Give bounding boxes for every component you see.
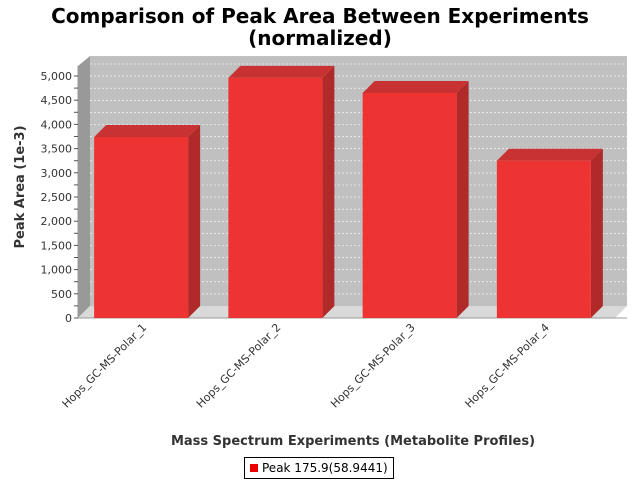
bar-front (228, 77, 323, 318)
bar-top (228, 65, 335, 78)
plot-left-wall (78, 56, 90, 318)
y-tick-label: 5,000 (41, 70, 73, 83)
bar-top (94, 124, 201, 137)
x-axis: Hops_GC-MS-Polar_1 Hops_GC-MS-Polar_2 Hops… (60, 321, 552, 411)
y-tick-label: 3,000 (41, 167, 73, 180)
chart-subtitle: (normalized) (248, 26, 392, 50)
bar (496, 148, 603, 318)
legend-label: Peak 175.9(58.9441) (262, 461, 388, 475)
x-axis-label: Mass Spectrum Experiments (Metabolite Pr… (171, 434, 535, 449)
bar-side (456, 80, 469, 318)
bar-front (496, 160, 591, 318)
plot-floor (78, 306, 627, 318)
y-tick-label: 0 (65, 312, 72, 325)
y-axis: 0 500 1,000 1,500 2,000 2,500 3,000 3,500 4,000 4… (41, 70, 78, 325)
bar (362, 80, 469, 318)
x-tick-label: Hops_GC-MS-Polar_2 (194, 321, 284, 411)
legend-swatch (250, 463, 258, 472)
y-tick-label: 4,500 (41, 94, 73, 107)
y-tick-label: 3,500 (41, 143, 73, 156)
x-tick-label: Hops_GC-MS-Polar_1 (60, 321, 150, 411)
x-tick-label: Hops_GC-MS-Polar_4 (462, 321, 552, 411)
bar-side (188, 124, 201, 318)
legend: Peak 175.9(58.9441) (244, 457, 394, 479)
bar-side (590, 148, 603, 318)
bar-side (322, 65, 335, 318)
chart-title: Comparison of Peak Area Between Experime… (51, 4, 589, 28)
y-tick-label: 4,000 (41, 118, 73, 131)
bar (94, 124, 201, 318)
bar-top (362, 80, 469, 93)
bar-front (362, 92, 457, 318)
bar-top (496, 148, 603, 161)
y-axis-label: Peak Area (1e-3) (13, 125, 28, 248)
y-tick-label: 1,500 (41, 239, 73, 252)
x-tick-label: Hops_GC-MS-Polar_3 (328, 321, 418, 411)
bar-front (94, 136, 189, 318)
y-tick-label: 2,000 (41, 215, 73, 228)
bar (228, 65, 335, 318)
y-tick-label: 2,500 (41, 191, 73, 204)
bar-series (94, 65, 603, 318)
y-tick-label: 1,000 (41, 264, 73, 277)
y-tick-label: 500 (51, 288, 72, 301)
